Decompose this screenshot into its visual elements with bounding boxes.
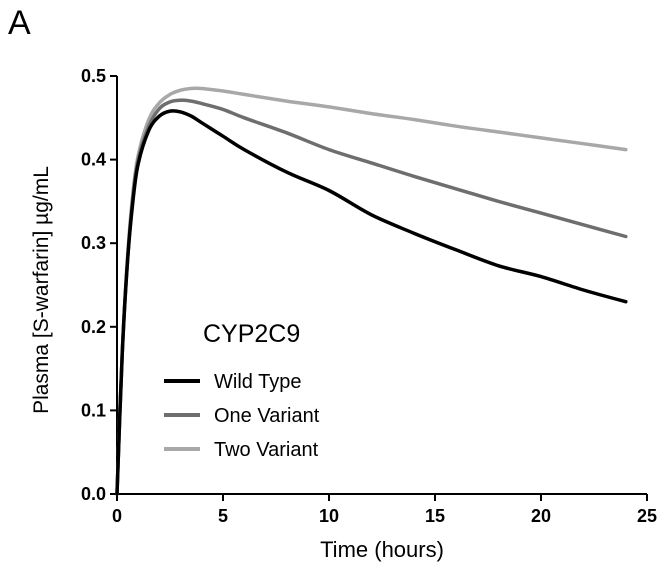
x-tick-label: 25 — [637, 506, 657, 526]
x-tick-label: 15 — [425, 506, 445, 526]
legend-title: CYP2C9 — [203, 320, 300, 348]
y-tick-label: 0.1 — [81, 400, 106, 420]
series-line-wild-type — [115, 109, 628, 496]
y-tick-label: 0.0 — [81, 484, 106, 504]
series-layer — [115, 86, 628, 496]
series-line-one-variant — [115, 98, 628, 496]
legend-label-two-variant: Two Variant — [214, 439, 319, 461]
x-tick-label: 5 — [218, 506, 228, 526]
y-tick-label: 0.4 — [81, 150, 106, 170]
x-tick-label: 20 — [531, 506, 551, 526]
axes: 0 5 10 15 20 25 0.0 0.1 0.2 0.3 0.4 0.5 — [81, 66, 657, 526]
legend-label-one-variant: One Variant — [214, 405, 320, 427]
x-tick-label: 0 — [112, 506, 122, 526]
legend-label-wild-type: Wild Type — [214, 371, 301, 393]
panel-label: A — [8, 4, 31, 42]
series-line-two-variant — [115, 86, 628, 496]
y-tick-label: 0.5 — [81, 66, 106, 86]
x-axis-label: Time (hours) — [320, 537, 444, 562]
x-tick-label: 10 — [319, 506, 339, 526]
y-tick-label: 0.3 — [81, 233, 106, 253]
y-tick-label: 0.2 — [81, 317, 106, 337]
y-axis-label: Plasma [S-warfarin] µg/mL — [30, 166, 53, 414]
legend: CYP2C9 Wild Type One Variant Two Variant — [164, 320, 320, 461]
